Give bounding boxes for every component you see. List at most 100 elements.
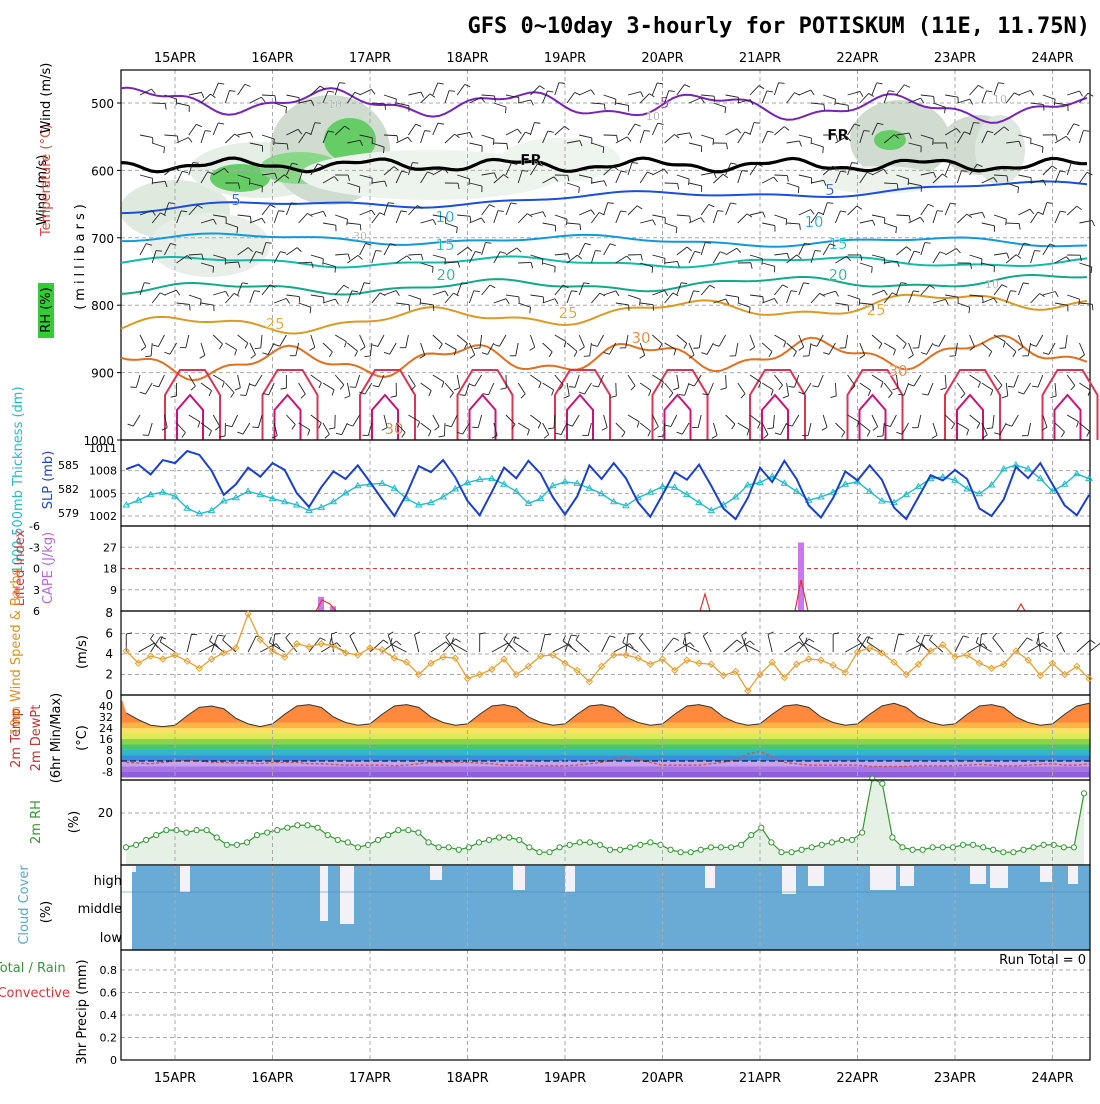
upper-wind-barb — [189, 295, 201, 299]
upper-wind-barb — [1024, 383, 1031, 394]
date-label-top: 17APR — [349, 51, 391, 66]
upper-wind-barb-flag — [552, 390, 554, 396]
upper-wind-barb — [238, 335, 248, 343]
rh-point — [547, 850, 552, 855]
upper-wind-barb-flag — [469, 384, 475, 386]
upper-wind-barb-flag — [914, 251, 920, 252]
upper-wind-barb-flag — [249, 179, 250, 185]
upper-wind-barb-flag — [396, 99, 397, 105]
upper-wind-barb — [933, 299, 945, 303]
rh-point — [779, 850, 784, 855]
upper-wind-barb — [1006, 93, 1014, 103]
upper-wind-barb — [1031, 143, 1043, 147]
wind10-barb — [626, 634, 628, 652]
upper-wind-barb-flag — [978, 382, 980, 388]
contour-label: 20 — [436, 266, 455, 284]
upper-wind-barb — [945, 163, 950, 175]
upper-wind-barb-flag — [226, 425, 232, 426]
upper-wind-barb — [475, 375, 482, 386]
upper-wind-barb-flag — [937, 211, 943, 212]
precip-ylabel-b: Convective — [0, 986, 70, 1001]
upper-wind-barb — [726, 248, 737, 255]
upper-wind-barb — [808, 423, 811, 436]
upper-wind-barb-flag — [784, 342, 786, 348]
cloud-level-label: high — [94, 874, 122, 889]
upper-wind-barb-flag — [1056, 135, 1057, 141]
upper-wind-barb-flag — [720, 388, 726, 390]
rh-point — [940, 845, 945, 850]
upper-wind-barb-flag — [458, 262, 460, 268]
upper-wind-barb — [726, 295, 739, 297]
upper-wind-barb-flag — [627, 137, 631, 142]
upper-wind-barb — [286, 415, 295, 424]
upper-wind-barb-flag — [608, 203, 614, 204]
upper-wind-barb-flag — [803, 283, 809, 284]
upper-wind-barb-flag — [710, 285, 715, 288]
upper-wind-barb — [738, 132, 745, 143]
upper-wind-barb-flag — [323, 211, 326, 216]
upper-wind-barb — [872, 290, 884, 295]
upper-wind-barb-flag — [737, 248, 741, 252]
upper-wind-barb-flag — [176, 290, 179, 295]
wind-tick-label: 2 — [105, 668, 113, 682]
upper-wind-barb-flag — [742, 171, 748, 172]
li-tick-label: 0 — [33, 563, 40, 576]
upper-wind-barb — [406, 335, 409, 348]
rh-point — [930, 845, 935, 850]
isotherm-40 — [1055, 395, 1081, 440]
upper-wind-barb — [390, 343, 397, 354]
upper-wind-barb-flag — [712, 435, 717, 438]
upper-wind-barb — [1055, 423, 1065, 432]
upper-wind-barb-flag — [340, 385, 344, 390]
upper-wind-barb — [994, 215, 1006, 219]
wind10-barb-flag — [1090, 640, 1095, 644]
upper-wind-barb — [982, 223, 995, 226]
upper-wind-barb-flag — [242, 283, 248, 284]
upper-wind-barb — [567, 183, 579, 187]
temp-band — [121, 750, 1090, 756]
upper-wind-barb — [701, 243, 705, 255]
contour-label: 10 — [328, 98, 342, 111]
upper-wind-barb — [774, 285, 782, 295]
slp-line — [126, 451, 1089, 519]
upper-wind-barb-flag — [1079, 299, 1080, 305]
upper-wind-barb-flag — [428, 431, 431, 436]
upper-wind-barb — [1079, 131, 1083, 143]
upper-wind-barb — [928, 383, 933, 395]
upper-wind-barb — [159, 375, 165, 387]
upper-wind-barb-flag — [474, 291, 480, 292]
upper-wind-barb-flag — [877, 436, 883, 437]
upper-wind-barb-flag — [482, 353, 488, 355]
upper-wind-barb-flag — [297, 248, 301, 252]
precip-ylabel-c: 3hr Precip (mm) — [75, 959, 90, 1064]
upper-wind-barb-flag — [407, 256, 411, 260]
upper-wind-barb — [860, 220, 873, 223]
rh-point — [164, 828, 169, 833]
contour-label: 10 — [993, 93, 1007, 106]
upper-wind-barb-flag — [530, 347, 535, 350]
upper-wind-barb-flag — [198, 422, 200, 428]
upper-wind-barb — [628, 92, 641, 95]
upper-wind-barb-flag — [998, 83, 1004, 84]
upper-wind-barb — [457, 84, 465, 95]
upper-wind-barb — [872, 415, 878, 427]
upper-wind-barb — [1079, 383, 1090, 390]
upper-wind-barb — [982, 91, 987, 103]
upper-wind-barb-flag — [571, 291, 577, 292]
upper-wind-barb-flag — [1018, 347, 1023, 350]
wind10-barb-flag — [750, 641, 755, 645]
upper-wind-barb-flag — [794, 351, 797, 356]
wind10-barb-flag — [150, 634, 153, 639]
upper-wind-barb-flag — [872, 220, 874, 225]
upper-wind-barb-flag — [254, 291, 260, 292]
upper-wind-barb-flag — [344, 342, 346, 348]
upper-wind-barb — [286, 95, 299, 98]
upper-wind-barb — [445, 383, 454, 393]
precip-tick-label: 0.4 — [100, 1009, 118, 1022]
rh-point — [1011, 850, 1016, 855]
upper-wind-barb-flag — [695, 251, 701, 252]
upper-wind-barb-flag — [568, 254, 570, 260]
